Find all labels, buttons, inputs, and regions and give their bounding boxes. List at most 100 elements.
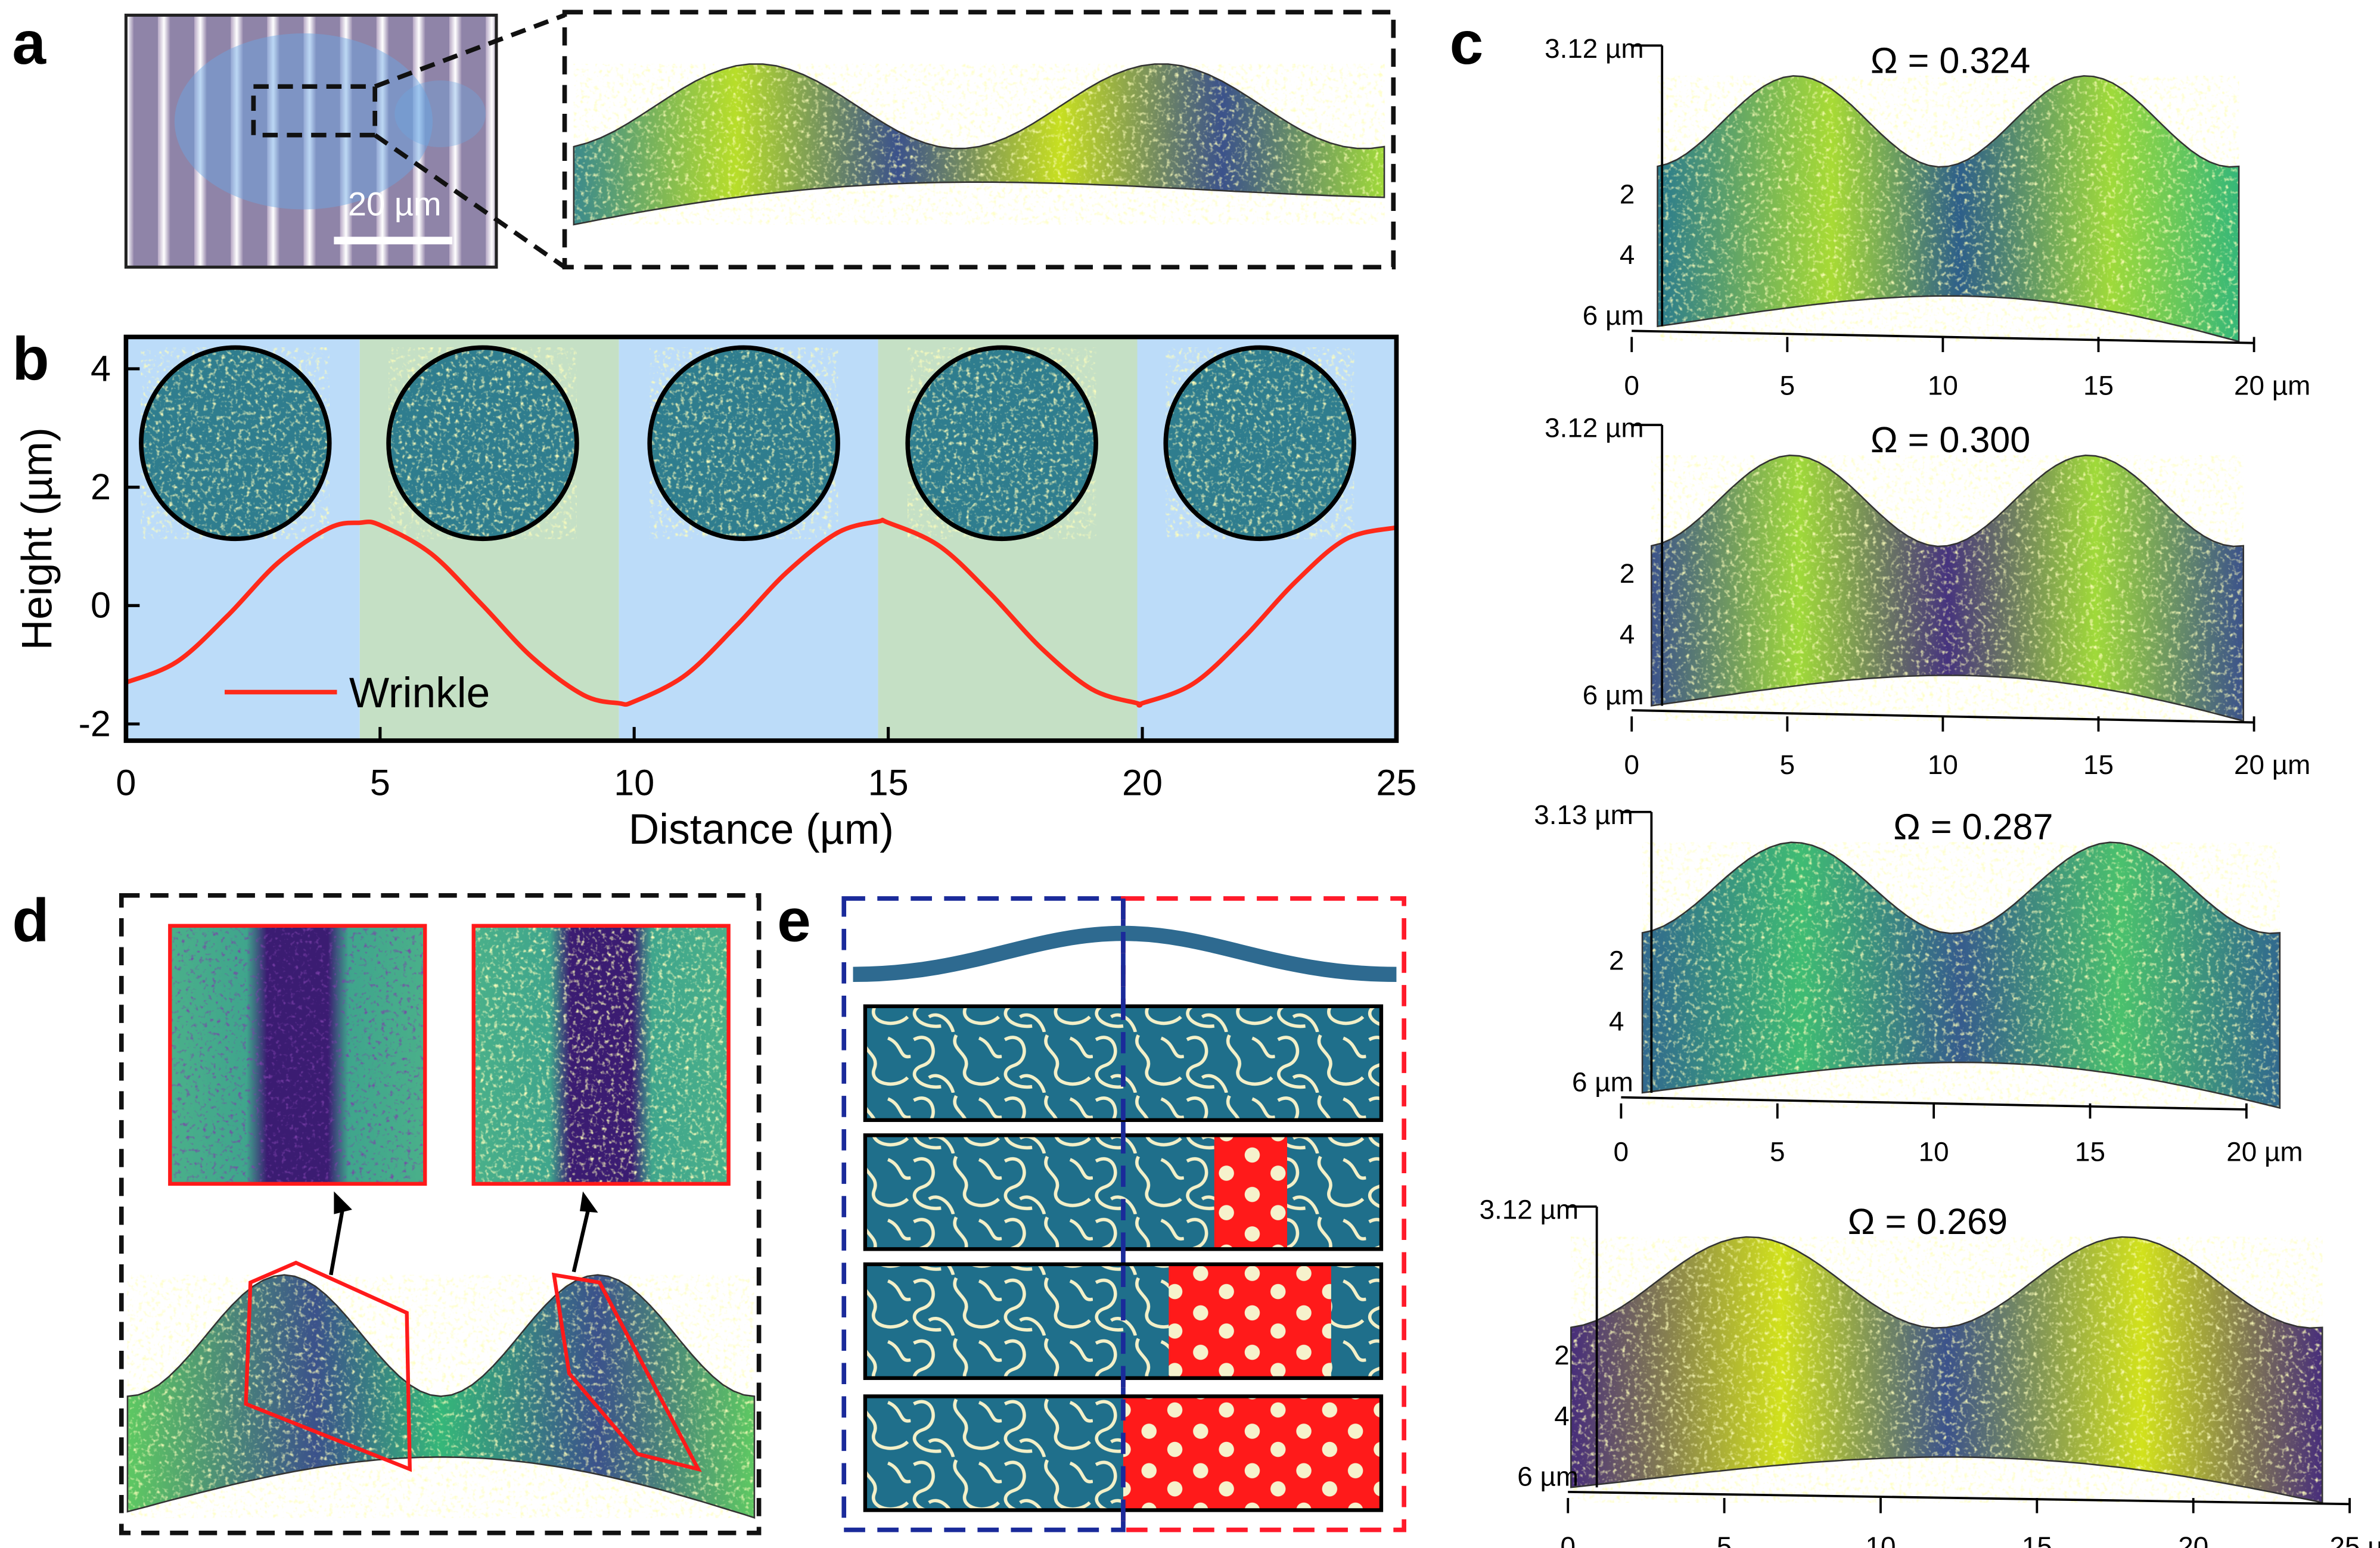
panel-label-b: b: [12, 325, 49, 393]
afm-surface-4: Ω = 0.269 3.12 µm 2 4 6 µm 0 5 10 15 20 25 µm: [1480, 1194, 2380, 1548]
data-point: [481, 604, 482, 605]
panel-label-e: e: [777, 886, 811, 954]
x-tick-label: 20 µm: [2234, 750, 2310, 780]
surface-texture: [1642, 842, 2280, 1108]
scale-bar: [334, 237, 453, 245]
omega-label: Ω = 0.300: [1871, 419, 2030, 460]
y-tick-label: 0: [91, 585, 111, 626]
legend-label: Wrinkle: [349, 669, 490, 717]
surface-outline: [1641, 841, 2281, 1109]
x-tick-label: 5: [1717, 1531, 1732, 1548]
z-tick-label: 2: [1554, 1340, 1570, 1370]
surface-texture: [1571, 1236, 2323, 1503]
z-tick-label: 2: [1620, 558, 1635, 589]
data-point: [1137, 702, 1138, 704]
z-tick-label: 6 µm: [1583, 300, 1644, 331]
afm-inset-circle: [139, 345, 332, 542]
labyrinth-pattern: [865, 1135, 1381, 1249]
x-tick-label: 10: [1919, 1137, 1949, 1167]
x-tick-label: 25 µm: [2329, 1531, 2380, 1548]
afm-surface-2: Ω = 0.300 3.12 µm 2 4 6 µm 0 5 10 15 20 µm: [1545, 413, 2310, 780]
highlight-region-left: [244, 1260, 412, 1472]
omega-label: Ω = 0.269: [1848, 1201, 2008, 1242]
omega-label: Ω = 0.324: [1871, 40, 2030, 80]
afm-surface-a: [573, 63, 1385, 226]
x-tick-label: 10: [614, 763, 654, 803]
surface-texture: [1651, 455, 2244, 721]
x-tick-label: 15: [2075, 1137, 2105, 1167]
zoom-box: [562, 10, 1396, 270]
inset-right: [471, 924, 731, 1186]
x-tick-label: 20: [1122, 763, 1163, 803]
highlight-region-right: [551, 1272, 702, 1472]
afm-surface-3: Ω = 0.287 3.13 µm 2 4 6 µm 0 5 10 15 20 µm: [1534, 800, 2303, 1167]
dot-pattern-region: [1169, 1264, 1331, 1378]
panel-label-d: d: [12, 886, 49, 954]
panel-label-a: a: [12, 9, 46, 77]
afm-inset-circle: [386, 345, 579, 542]
arrow-left: [329, 1206, 345, 1276]
arrow-right: [571, 1206, 591, 1273]
zoom-line: [374, 13, 566, 89]
afm-surface-1: Ω = 0.324 3.12 µm 2 4 6 µm 0 5 10 15 20 µm: [1545, 33, 2310, 400]
x-tick-label: 15: [868, 763, 909, 803]
omega-label: Ω = 0.287: [1893, 807, 2053, 847]
surface-outline: [1657, 75, 2240, 343]
data-point: [380, 524, 381, 526]
x-tick-label: 0: [1561, 1531, 1576, 1548]
z-tick-label: 6 µm: [1517, 1462, 1579, 1492]
afm-inset-circle: [647, 345, 840, 542]
x-tick-label: 20 µm: [2226, 1137, 2303, 1167]
arrow-head: [580, 1191, 598, 1213]
data-point: [329, 527, 330, 529]
blue-region: [174, 33, 433, 210]
afm-surface-d: [126, 1274, 756, 1519]
blue-region: [394, 80, 486, 148]
x-tick-label: 15: [2083, 750, 2114, 780]
z-tick-label: 4: [1554, 1401, 1570, 1431]
x-tick-label: 0: [1624, 750, 1639, 780]
z-tick-label: 3.12 µm: [1545, 413, 1644, 443]
z-tick-label: 6 µm: [1583, 680, 1644, 710]
scale-bar-label: 20 µm: [348, 185, 442, 223]
surface-texture: [573, 64, 1385, 225]
data-point: [1142, 702, 1143, 704]
x-tick-label: 0: [1614, 1137, 1629, 1167]
arrow-head: [334, 1191, 352, 1214]
x-tick-label: 10: [1928, 750, 1958, 780]
x-tick-label: 5: [370, 763, 390, 803]
z-tick-label: 6 µm: [1572, 1067, 1633, 1097]
surface-texture: [1657, 76, 2239, 342]
left-region-box: [841, 896, 1126, 1533]
x-tick-label: 5: [1780, 750, 1795, 780]
x-axis: [1568, 1490, 2350, 1506]
y-axis-label: Height (µm): [14, 427, 61, 650]
data-point: [1193, 683, 1194, 684]
data-point: [735, 626, 737, 627]
x-tick-label: 15: [2083, 370, 2114, 400]
x-tick-label: 20: [2178, 1531, 2208, 1548]
z-tick-label: 3.12 µm: [1545, 33, 1644, 64]
data-point: [633, 701, 635, 702]
x-axis-label: Distance (µm): [629, 806, 894, 853]
x-tick-label: 10: [1928, 370, 1958, 400]
pattern-rows: [863, 898, 1384, 1530]
dot-pattern-region: [1214, 1135, 1288, 1249]
surface-outline: [126, 1274, 756, 1519]
panel-label-c: c: [1450, 9, 1484, 77]
y-tick-label: -2: [79, 703, 111, 744]
y-tick-label: 2: [91, 467, 111, 507]
x-tick-label: 5: [1780, 370, 1795, 400]
optical-micrograph: [124, 13, 498, 269]
z-tick-label: 2: [1609, 946, 1624, 976]
x-tick-label: 20 µm: [2234, 370, 2310, 400]
dot-pattern-region: [1123, 1396, 1381, 1510]
panel-d-box: [119, 893, 762, 1535]
x-tick-label: 0: [1624, 370, 1639, 400]
x-tick-label: 25: [1376, 763, 1416, 803]
z-tick-label: 3.13 µm: [1534, 800, 1633, 830]
data-point: [278, 562, 279, 563]
inset-left: [168, 924, 427, 1186]
